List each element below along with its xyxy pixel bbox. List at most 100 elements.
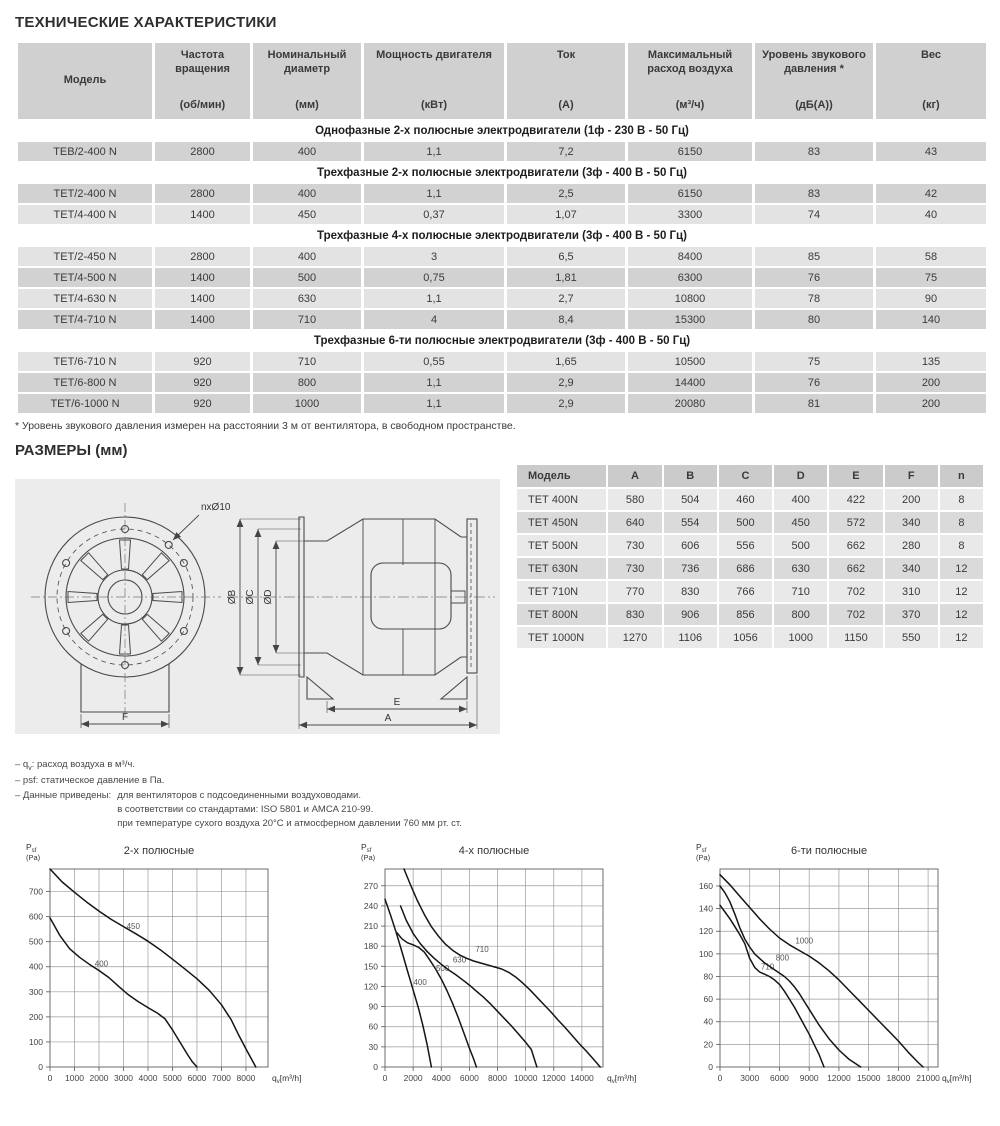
bolt-holes <box>62 524 188 670</box>
dims-header-F: F <box>884 465 938 487</box>
spec-row: ТЕТ/4-710 N 1400 710 4 8,4 15300 80 140 <box>18 310 986 329</box>
svg-text:80: 80 <box>704 972 714 982</box>
value-cell: 135 <box>876 352 986 371</box>
spec-row: ТЕВ/2-400 N 2800 400 1,1 7,2 6150 83 43 <box>18 142 986 161</box>
spec-header-unit: (м³/ч) <box>675 99 705 112</box>
dims-value-cell: 800 <box>774 604 828 625</box>
value-cell: 76 <box>755 268 873 287</box>
section-row-1: Трехфазные 2-х полюсные электродвигатели… <box>18 163 986 182</box>
model-cell: ТЕТ/2-450 N <box>18 247 152 266</box>
value-cell: 920 <box>155 394 250 413</box>
value-cell: 1400 <box>155 310 250 329</box>
chart-svg: 0 20 40 60 80 100 120 140 160 0 3000 6000 9000 12000 1… <box>696 842 971 1085</box>
label-diameter-b: ØB <box>227 589 238 604</box>
dims-value-cell: 500 <box>774 535 828 556</box>
spec-row: ТЕТ/4-500 N 1400 500 0,75 1,81 6300 76 75 <box>18 268 986 287</box>
value-cell: 450 <box>253 205 361 224</box>
svg-text:140: 140 <box>699 904 713 914</box>
svg-text:120: 120 <box>364 982 378 992</box>
value-cell: 1,81 <box>507 268 625 287</box>
dims-value-cell: 830 <box>663 581 717 602</box>
chart-frame <box>719 868 939 1068</box>
svg-text:2000: 2000 <box>90 1073 109 1083</box>
dims-value-cell: 280 <box>884 535 938 556</box>
spec-header-label: Вес <box>920 49 942 61</box>
value-cell: 3300 <box>628 205 752 224</box>
note-line: в соответствии со стандартами: ISO 5801 … <box>117 803 374 815</box>
spec-header-unit: (кВт) <box>420 99 448 112</box>
value-cell: 75 <box>755 352 873 371</box>
dims-model-cell: ТЕТ 450N <box>517 512 607 533</box>
value-cell: 6,5 <box>507 247 625 266</box>
svg-text:4000: 4000 <box>139 1073 158 1083</box>
spec-header-label: Ток <box>556 49 576 61</box>
dims-value-cell: 504 <box>663 489 717 510</box>
model-cell: ТЕТ/6-800 N <box>18 373 152 392</box>
dims-header-n: n <box>939 465 983 487</box>
section-title: Однофазные 2-х полюсные электродвигатели… <box>18 121 986 140</box>
dims-model-cell: ТЕТ 800N <box>517 604 607 625</box>
performance-charts: 0 100 200 300 400 500 600 700 0 1000 2000 3000 4000 5… <box>6 837 1000 1098</box>
chart-tick-labels: 0 20 40 60 80 100 120 140 160 0 3000 6000 9000 12000 1… <box>699 881 940 1083</box>
svg-text:0: 0 <box>373 1062 378 1072</box>
model-cell: ТЕТ/4-400 N <box>18 205 152 224</box>
value-cell: 90 <box>876 289 986 308</box>
svg-text:(Pa): (Pa) <box>696 853 711 862</box>
value-cell: 0,55 <box>364 352 504 371</box>
value-cell: 200 <box>876 394 986 413</box>
pressure-chart-3: 0 20 40 60 80 100 120 140 160 0 3000 6000 9000 12000 1… <box>676 837 1000 1098</box>
dims-value-cell: 662 <box>829 535 883 556</box>
dims-model-cell: ТЕТ 710N <box>517 581 607 602</box>
dims-value-cell: 830 <box>608 604 662 625</box>
svg-text:60: 60 <box>704 995 714 1005</box>
curve-710 <box>719 904 825 1069</box>
spec-header-col-0: Частота вращения (об/мин) <box>155 43 250 119</box>
svg-text:400: 400 <box>29 962 43 972</box>
value-cell: 2800 <box>155 184 250 203</box>
dims-value-cell: 906 <box>663 604 717 625</box>
value-cell: 710 <box>253 310 361 329</box>
spec-header-unit: (дБ(А)) <box>795 99 833 112</box>
model-cell: ТЕТ/4-630 N <box>18 289 152 308</box>
svg-text:8000: 8000 <box>488 1073 507 1083</box>
section-row-0: Однофазные 2-х полюсные электродвигатели… <box>18 121 986 140</box>
svg-text:120: 120 <box>699 927 713 937</box>
dims-value-cell: 580 <box>608 489 662 510</box>
svg-text:6000: 6000 <box>188 1073 207 1083</box>
dims-value-cell: 630 <box>774 558 828 579</box>
svg-text:6000: 6000 <box>460 1073 479 1083</box>
dims-value-cell: 1056 <box>718 627 773 648</box>
value-cell: 42 <box>876 184 986 203</box>
spec-header-unit: (об/мин) <box>179 99 226 112</box>
curve-1000 <box>719 874 924 1069</box>
dims-header-B: B <box>663 465 717 487</box>
value-cell: 58 <box>876 247 986 266</box>
dims-value-cell: 606 <box>663 535 717 556</box>
dims-row: ТЕТ 1000N 1270 1106 1056 1000 1150 550 12 <box>517 627 983 648</box>
svg-text:240: 240 <box>364 901 378 911</box>
chart-svg: 0 30 60 90 120 150 180 210 240 270 0 2000 4000 6000 80… <box>361 842 636 1085</box>
svg-text:(Pa): (Pa) <box>361 853 376 862</box>
dims-value-cell: 730 <box>608 535 662 556</box>
technical-drawing: nxØ10 ØB ØC ØD F E A <box>15 479 500 734</box>
section-title: Трехфазные 4-х полюсные электродвигатели… <box>18 226 986 245</box>
notes: – qv: расход воздуха в м³/ч. – psf: стат… <box>15 758 1000 831</box>
dims-value-cell: 422 <box>829 489 883 510</box>
dims-value-cell: 640 <box>608 512 662 533</box>
pressure-chart-2: 0 30 60 90 120 150 180 210 240 270 0 2000 4000 6000 80… <box>341 837 671 1098</box>
dims-row: ТЕТ 710N 770 830 766 710 702 310 12 <box>517 581 983 602</box>
dims-model-cell: ТЕТ 400N <box>517 489 607 510</box>
svg-text:100: 100 <box>29 1037 43 1047</box>
value-cell: 1,1 <box>364 184 504 203</box>
dimensions-heading: РАЗМЕРЫ (мм) <box>15 442 128 459</box>
dims-value-cell: 856 <box>718 604 773 625</box>
technical-drawing-panel: nxØ10 ØB ØC ØD F E A <box>15 479 500 734</box>
chart-grid <box>719 869 938 1068</box>
svg-text:8000: 8000 <box>236 1073 255 1083</box>
dims-value-cell: 340 <box>884 558 938 579</box>
label-bolt-holes: nxØ10 <box>201 502 231 513</box>
dims-value-cell: 12 <box>939 558 983 579</box>
svg-text:40: 40 <box>704 1017 714 1027</box>
svg-text:2000: 2000 <box>404 1073 423 1083</box>
spec-header-unit: (кг) <box>922 99 940 112</box>
